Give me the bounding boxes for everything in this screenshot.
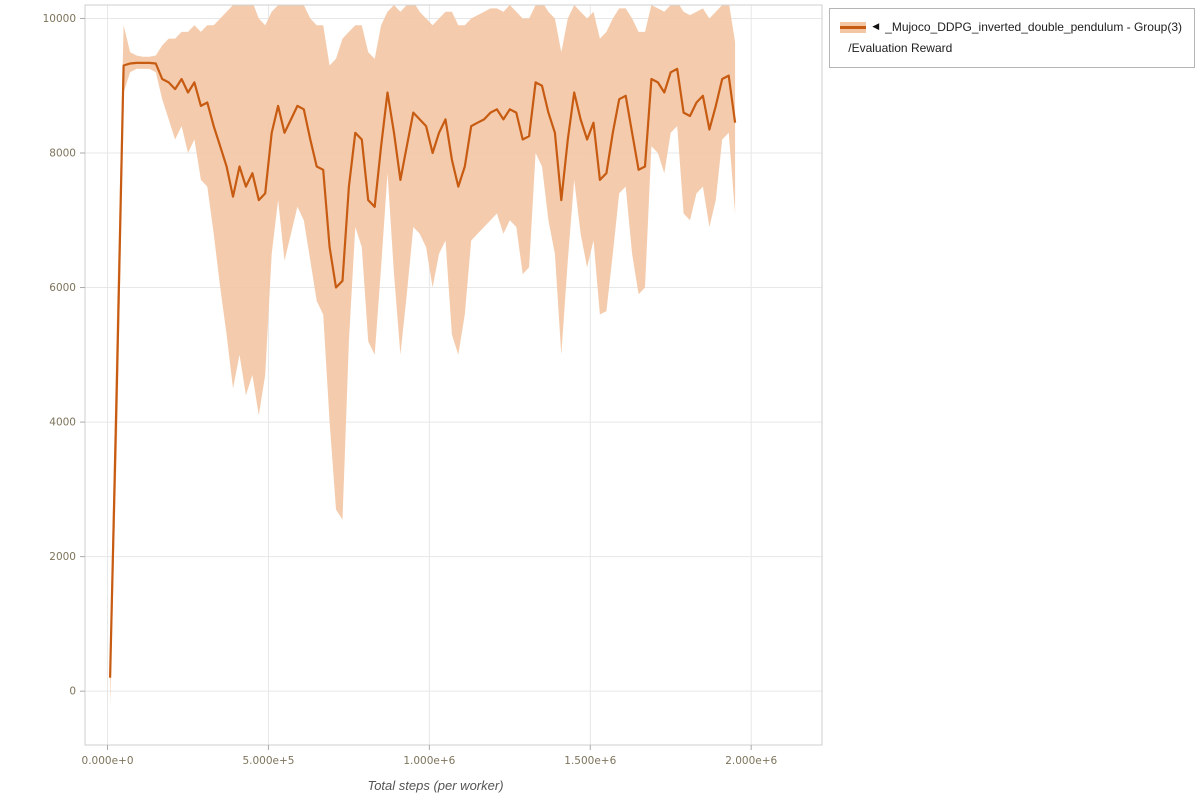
legend-collapse-icon[interactable]: ◀ (872, 21, 880, 32)
y-tick-label: 8000 (49, 148, 76, 160)
x-tick-label: 2.000e+6 (725, 755, 777, 767)
x-tick-label: 1.000e+6 (403, 755, 455, 767)
y-tick-label: 10000 (43, 13, 76, 25)
y-tick-label: 2000 (49, 551, 76, 563)
legend-metric-label: /Evaluation Reward (848, 40, 953, 55)
legend-entry[interactable]: ◀ _Mujoco_DDPG_inverted_double_pendulum … (840, 18, 1182, 37)
legend-box[interactable]: ◀ _Mujoco_DDPG_inverted_double_pendulum … (829, 8, 1195, 69)
series-swatch (840, 21, 867, 33)
y-tick-label: 0 (69, 686, 76, 698)
x-tick-label: 1.500e+6 (564, 755, 616, 767)
x-tick-label: 5.000e+5 (242, 755, 294, 767)
y-tick-label: 6000 (49, 282, 76, 294)
confidence-band (110, 5, 736, 708)
x-axis-title: Total steps (per worker) (367, 778, 503, 793)
mean-line (109, 61, 737, 678)
series-swatch-line (840, 25, 867, 29)
y-tick-label: 4000 (49, 417, 76, 429)
legend-series-label: _Mujoco_DDPG_inverted_double_pendulum - … (885, 20, 1182, 34)
x-tick-label: 0.000e+0 (82, 755, 134, 767)
